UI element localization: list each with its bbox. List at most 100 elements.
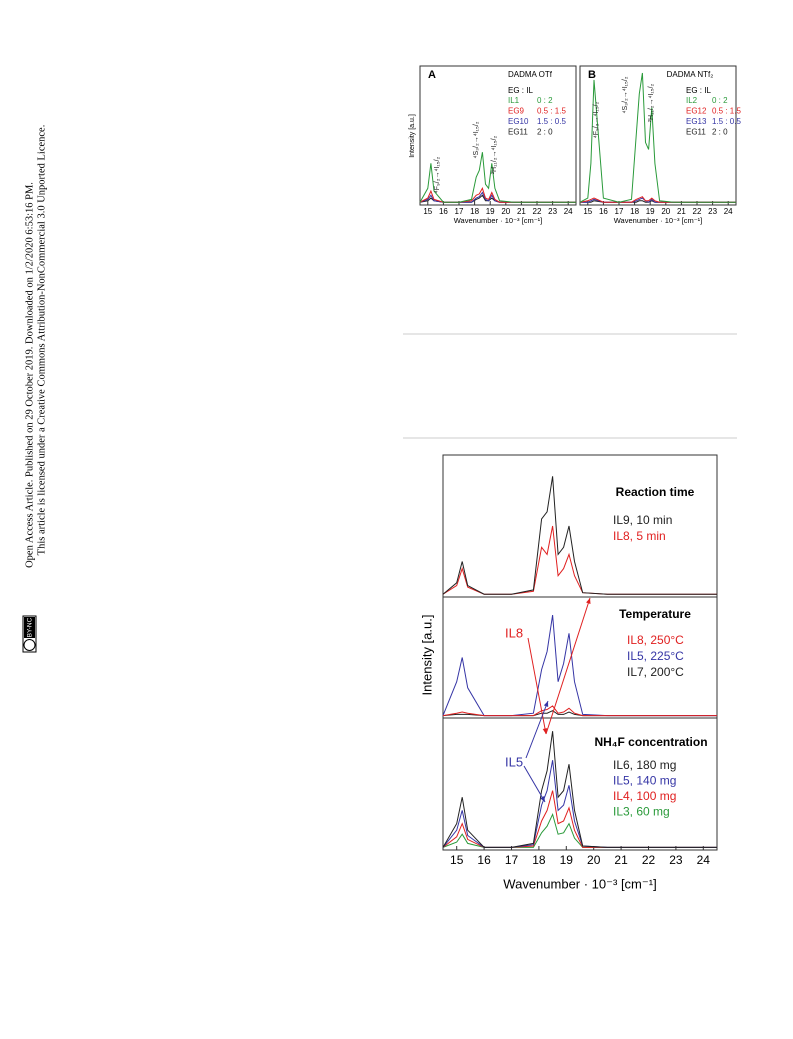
spectrum-line [442,615,717,717]
legend-entry: EG13 [686,117,707,126]
sidebar: Open Access Article. Published on 29 Oct… [22,125,47,653]
legend-entry: IL9, 10 min [613,513,672,527]
panel-title: DADMA OTf [508,70,553,79]
legend-entry: IL8, 250°C [627,633,684,647]
legend-entry: IL8, 5 min [613,529,666,543]
peak-label: ⁴F₉/₂→⁴I₁₅/₂ [434,156,441,193]
x-tick-label: 22 [693,207,702,216]
x-tick-label: 22 [533,207,542,216]
spectrum-line [442,790,717,848]
arrow [545,597,591,735]
legend-ratio: 1.5 : 0.5 [712,117,741,126]
x-tick-label: 21 [614,853,628,867]
x-tick-label: 20 [587,853,601,867]
x-tick-label: 20 [661,207,670,216]
y-axis-label: Intensity [a.u.] [419,615,434,696]
spectrum-line [442,812,717,848]
x-tick-label: 23 [708,207,717,216]
x-tick-label: 17 [505,853,519,867]
legend-entry: EG9 [508,107,525,116]
legend-title: EG : IL [686,86,711,95]
legend-ratio: 0 : 2 [537,96,553,105]
legend-entry: EG11 [508,128,528,137]
spectrum-line [419,187,576,203]
badge-text: BY-NC [27,617,34,637]
x-tick-label: 21 [517,207,526,216]
spectrum-line [419,191,576,203]
x-tick-label: 15 [583,207,592,216]
x-tick-label: 20 [501,207,510,216]
panel-title: Temperature [619,607,691,621]
sidebar-line: This article is licensed under a Creativ… [36,125,47,556]
legend-entry: IL7, 200°C [627,665,684,679]
legend-ratio: 2 : 0 [537,128,553,137]
x-tick-label: 24 [697,853,711,867]
x-axis-label: Wavenumber · 10⁻³ [cm⁻¹] [503,876,656,891]
legend-ratio: 0 : 2 [712,96,728,105]
x-tick-label: 17 [455,207,464,216]
sample-annotation: IL5 [505,754,523,769]
arrow-head [543,701,549,707]
arrow [527,637,547,735]
arrow [525,700,549,759]
legend-ratio: 1.5 : 0.5 [537,117,566,126]
arrow-head [586,598,591,604]
spectrum-line [442,705,717,717]
x-tick-label: 16 [439,207,448,216]
x-tick-label: 17 [615,207,624,216]
spectrum-line [580,197,736,203]
x-tick-label: 15 [450,853,464,867]
x-tick-label: 16 [599,207,608,216]
legend-entry: EG11 [686,128,706,137]
arrow [523,765,546,803]
y-axis-label: Intensity [a.u.] [409,114,416,158]
spectrum-line [579,196,736,203]
panel-title: Reaction time [616,485,695,499]
sample-annotation: IL8 [505,625,523,640]
x-tick-label: 15 [423,207,432,216]
sidebar-line: Open Access Article. Published on 29 Oct… [24,182,35,568]
spectrum-line [579,72,736,203]
x-tick-label: 23 [548,207,557,216]
x-tick-label: 24 [564,207,573,216]
plot-frame [419,65,577,206]
x-tick-label: 21 [677,207,686,216]
legend-entry: IL3, 60 mg [613,805,670,819]
x-tick-label: 19 [560,853,574,867]
cc-icon [23,639,36,651]
panel-label: A [428,69,436,81]
legend-entry: EG12 [686,107,707,116]
panel-title: DADMA NTf₂ [667,70,714,79]
x-axis-label: Wavenumber · 10⁻³ [cm⁻¹] [454,216,543,225]
spectrum-line [442,476,717,595]
x-tick-label: 19 [486,207,495,216]
spectrum-line [442,710,717,717]
spectrum-line [419,152,576,203]
x-tick-label: 18 [532,853,546,867]
legend-entry: IL2 [686,96,698,105]
legend-entry: IL4, 100 mg [613,789,676,803]
spectrum-line [442,731,717,848]
x-tick-label: 23 [669,853,683,867]
x-tick-label: 24 [724,207,733,216]
peak-label: ⁴F₉/₂→⁴I₁₅/₂ [593,101,600,138]
plot-frame [442,717,718,851]
legend-entry: IL6, 180 mg [613,758,676,772]
peak-label: ²H₁₁/₂→⁴I₁₅/₂ [491,135,498,174]
x-tick-label: 19 [646,207,655,216]
plot-frame [579,65,737,206]
peak-label: ⁴S₃/₂→⁴I₁₅/₂ [473,121,480,158]
peak-label: ⁴S₃/₂→⁴I₁₅/₂ [622,76,629,113]
x-axis-label: Wavenumber · 10⁻³ [cm⁻¹] [614,216,703,225]
legend-entry: IL5, 140 mg [613,774,676,788]
legend-ratio: 0.5 : 1.5 [712,107,741,116]
x-tick-label: 18 [470,207,479,216]
panel-title: NH₄F concentration [594,735,707,749]
arrow-head [540,796,545,802]
legend-ratio: 0.5 : 1.5 [537,107,566,116]
panel-label: B [588,69,596,81]
legend-title: EG : IL [508,86,533,95]
x-tick-label: 16 [477,853,491,867]
